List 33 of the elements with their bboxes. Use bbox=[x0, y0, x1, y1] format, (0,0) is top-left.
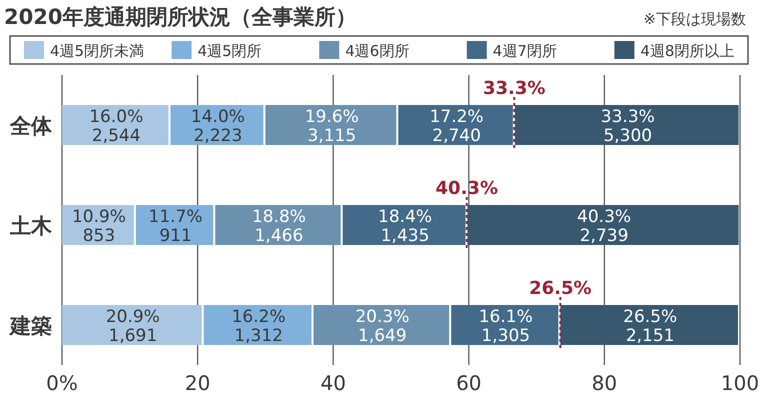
y-tick-label: 全体 bbox=[9, 114, 53, 138]
data-label: 14.0% 2,223 bbox=[190, 107, 245, 146]
data-label: 16.0% 2,544 bbox=[89, 107, 144, 146]
annotation: 26.5% bbox=[529, 278, 592, 299]
data-label: 20.9% 1,691 bbox=[106, 307, 160, 346]
data-label: 26.5% 2,151 bbox=[623, 307, 678, 346]
data-label: 19.6% 3,115 bbox=[304, 107, 359, 146]
legend-label: 4週5閉所未満 bbox=[50, 42, 144, 60]
x-tick-label: 60 bbox=[456, 371, 482, 395]
x-tick-label: 0% bbox=[46, 371, 78, 395]
data-label: 16.2% 1,312 bbox=[232, 307, 286, 346]
x-tick-label: 40 bbox=[320, 371, 346, 395]
legend-label: 4週5閉所 bbox=[198, 42, 262, 60]
legend-label: 4週7閉所 bbox=[492, 42, 557, 60]
data-label: 16.1% 1,305 bbox=[478, 307, 533, 346]
data-label: 20.3% 1,649 bbox=[355, 307, 410, 346]
y-tick-label: 建築 bbox=[8, 314, 52, 338]
x-tick-label: 20 bbox=[184, 371, 210, 395]
data-label: 10.9% 853 bbox=[72, 207, 126, 246]
data-label: 17.2% 2,740 bbox=[430, 107, 484, 146]
data-label: 33.3% 5,300 bbox=[600, 107, 655, 146]
data-label: 18.4% 1,435 bbox=[378, 207, 432, 246]
y-tick-label: 土木 bbox=[9, 214, 53, 238]
legend-label: 4週8閉所以上 bbox=[640, 42, 734, 60]
data-label: 40.3% 2,739 bbox=[577, 207, 632, 246]
legend-label: 4週6閉所 bbox=[345, 42, 410, 60]
chart-title: 2020年度通期閉所状況（全事業所） bbox=[4, 5, 356, 29]
text: ※下段は現場数 bbox=[643, 10, 746, 28]
data-label: 11.7% 911 bbox=[148, 207, 203, 246]
data-label: 18.8% 1,466 bbox=[252, 207, 306, 246]
annotation: 33.3% bbox=[483, 78, 546, 99]
x-tick-label: 100 bbox=[720, 371, 760, 395]
x-tick-label: 80 bbox=[592, 371, 618, 395]
